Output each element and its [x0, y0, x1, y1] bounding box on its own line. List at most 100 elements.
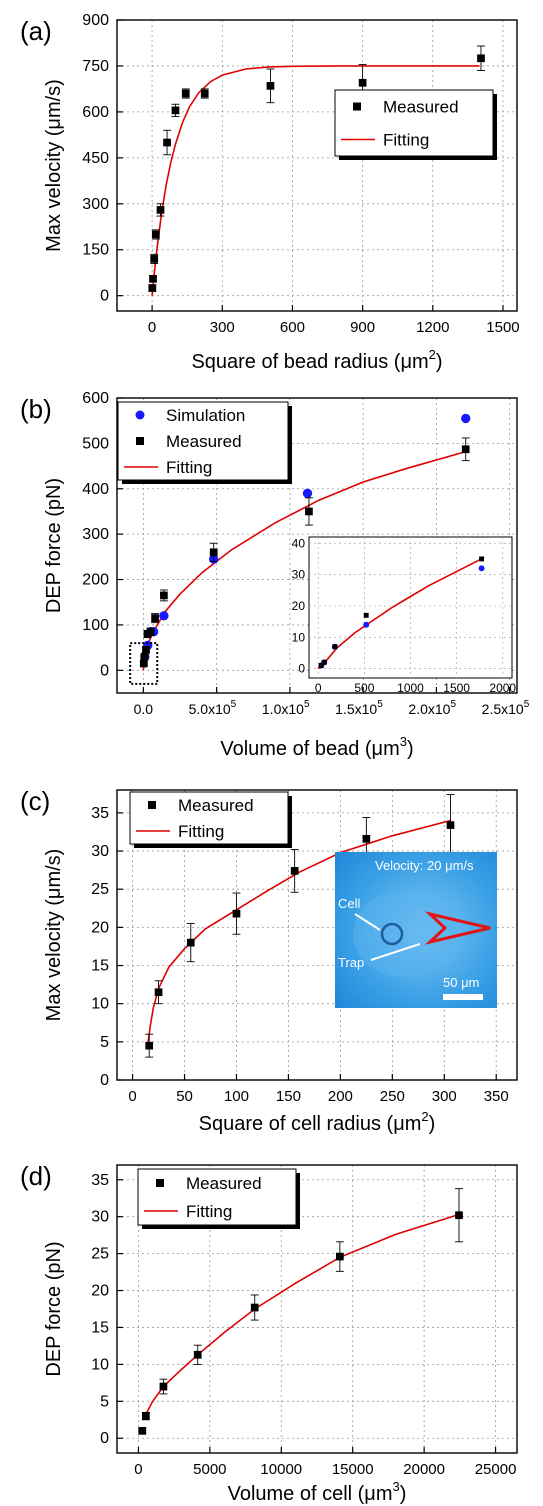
- measured-point: [363, 612, 369, 618]
- y-axis-label: Max velocity (μm/s): [43, 79, 65, 252]
- x-axis-label-close: ): [400, 1483, 407, 1505]
- measured-point: [154, 988, 163, 997]
- x-axis-label-exponent: 2: [421, 1109, 428, 1124]
- x-axis-label-close: ): [429, 1113, 436, 1135]
- x-tick-label: 300: [210, 319, 235, 336]
- inset-x-tick-label: 0: [315, 681, 322, 695]
- inset-chart: 0 500 1000 1500 2000 0 10 20 30 40: [292, 536, 517, 695]
- plot-frame: [116, 19, 518, 312]
- x-tick-label: 1500: [486, 319, 519, 336]
- y-tick-label: 500: [82, 435, 109, 452]
- x-tick-label: 5000: [193, 1461, 226, 1478]
- x-axis-label-exponent: 3: [393, 1479, 400, 1494]
- y-tick-label: 20: [91, 919, 109, 936]
- fit-line-main: [151, 65, 480, 296]
- y-tick-label: 600: [82, 104, 109, 121]
- x-tick-exponent: 5: [450, 699, 456, 710]
- y-tick-label: 20: [91, 1283, 109, 1300]
- panel-label: (c): [20, 786, 50, 816]
- measured-point: [362, 834, 371, 843]
- x-tick-label: 1.5x105: [335, 699, 383, 717]
- x-axis-label-close: ): [407, 738, 414, 760]
- trap-region: [353, 890, 457, 978]
- y-tick-label: 200: [82, 572, 109, 589]
- x-tick-label: 25000: [475, 1461, 517, 1478]
- legend-marker-measured: [353, 102, 361, 111]
- measured-point: [142, 646, 150, 654]
- x-tick-label: 150: [276, 1088, 301, 1105]
- x-tick-exponent: 5: [524, 699, 530, 710]
- legend-label-measured: Measured: [178, 796, 254, 815]
- measured-point: [149, 274, 157, 283]
- legend-label-measured: Measured: [186, 1174, 262, 1193]
- zoom-region-box: [129, 642, 159, 685]
- legend-marker-measured: [148, 801, 156, 809]
- x-tick-label: 15000: [332, 1461, 374, 1478]
- measured-point: [477, 54, 485, 63]
- x-tick-label: 20000: [403, 1461, 445, 1478]
- measured-point: [250, 1303, 259, 1312]
- inset-y-tick-label: 10: [292, 630, 306, 644]
- y-tick-label: 150: [82, 242, 109, 259]
- measured-point: [151, 230, 160, 239]
- plot-frame: [116, 789, 518, 1081]
- x-tick-label: 600: [280, 319, 305, 336]
- x-axis-label-exponent: 2: [429, 347, 436, 362]
- panel-label: (d): [20, 1161, 52, 1191]
- y-tick-label: 0: [100, 288, 109, 305]
- measured-point: [150, 255, 159, 263]
- x-tick-label: 0: [134, 1461, 142, 1478]
- measured-point: [209, 548, 218, 557]
- scale-bar: [443, 994, 483, 1000]
- micrograph-trap-label: Trap: [338, 955, 364, 970]
- y-tick-label: 10: [91, 996, 109, 1013]
- y-tick-label: 600: [82, 390, 109, 407]
- legend-box: [334, 89, 494, 157]
- legend-label-fitting: Fitting: [178, 822, 224, 841]
- scale-bar-label: 50 μm: [443, 975, 479, 990]
- legend-marker-measured: [136, 437, 144, 445]
- x-tick-label: 200: [328, 1088, 353, 1105]
- measured-point: [139, 659, 148, 668]
- measured-point: [318, 663, 324, 668]
- x-axis-label: Square of bead radius (μm2): [191, 347, 442, 373]
- legend-label-measured: Measured: [383, 98, 459, 117]
- x-tick-label: 0: [148, 319, 156, 336]
- y-tick-label: 10: [91, 1356, 109, 1373]
- motion-arrow-icon: [424, 911, 491, 945]
- measured-point: [159, 1382, 168, 1391]
- measured-point: [479, 556, 484, 562]
- x-tick-label: 350: [484, 1088, 509, 1105]
- legend-label-fitting: Fitting: [383, 131, 429, 150]
- measured-point: [455, 1211, 463, 1220]
- x-axis-label-text: Square of cell radius (μm: [199, 1113, 422, 1135]
- y-tick-label: 5: [100, 1393, 109, 1410]
- simulation-point: [302, 488, 313, 498]
- y-tick-label: 15: [91, 958, 109, 975]
- panel-label: (a): [20, 16, 52, 46]
- y-tick-label: 30: [91, 1209, 109, 1226]
- grid: [117, 19, 517, 311]
- simulation-point: [363, 621, 370, 628]
- measured-point: [148, 284, 157, 292]
- y-tick-label: 450: [82, 150, 109, 167]
- legend-marker-simulation: [135, 410, 145, 420]
- measured-point: [336, 1252, 344, 1261]
- measured-point: [181, 89, 190, 98]
- y-tick-label: 100: [82, 617, 109, 634]
- cell-pointer-arrow: [354, 913, 381, 931]
- inset-x-tick-label: 500: [354, 681, 374, 695]
- plot-frame: [116, 397, 518, 694]
- chart-panel-a: 0 300 600 900 1200 1500 0 150 300 450 600 750 900 (a)…: [20, 12, 520, 373]
- x-axis-label: Square of cell radius (μm2): [199, 1109, 436, 1135]
- legend: Simulation Measured Fitting: [117, 401, 292, 484]
- inset-y-tick-label: 40: [292, 536, 306, 550]
- x-axis-label-exponent: 3: [400, 734, 407, 749]
- y-tick-label: 0: [100, 662, 109, 679]
- y-tick-label: 300: [82, 526, 109, 543]
- x-axis-label-close: ): [436, 351, 443, 373]
- chart-panel-d: 0 5000 10000 15000 20000 25000 0 5 10 15 20 25 30 35 (…: [20, 1161, 518, 1505]
- legend-box: [137, 1168, 297, 1226]
- measured-point: [160, 591, 168, 600]
- measured-point: [305, 507, 313, 516]
